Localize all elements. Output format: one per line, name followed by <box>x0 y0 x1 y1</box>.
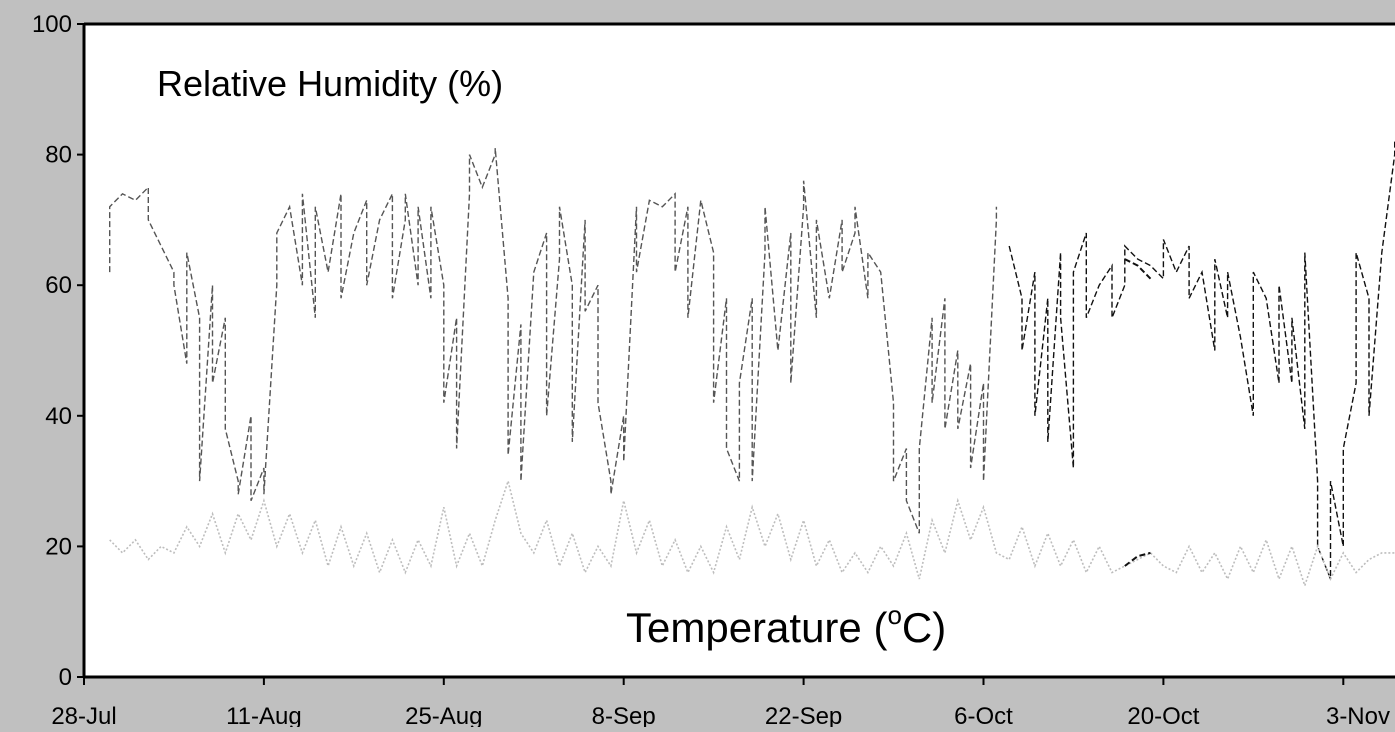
plot-area <box>84 24 1395 677</box>
x-tick-label-0: 28-Jul <box>51 703 116 727</box>
humidity-series-line-0 <box>108 148 998 534</box>
temperature-annotation-degree: o <box>887 600 901 630</box>
x-tick-label-6: 20-Oct <box>1127 703 1199 727</box>
temperature-series-line-2 <box>109 478 1395 589</box>
temperature-annotation-part-1: Temperature ( <box>626 604 887 651</box>
temperature-annotation-part-2: C) <box>902 604 946 651</box>
y-tick-label-1: 20 <box>45 533 72 560</box>
x-tick-label-3: 8-Sep <box>592 703 656 727</box>
humidity-annotation: Relative Humidity (%) <box>157 63 503 104</box>
y-tick-label-3: 60 <box>45 272 72 299</box>
y-tick-label-2: 40 <box>45 403 72 430</box>
x-tick-label-7: 3-Nov <box>1326 703 1390 727</box>
humidity-series-line-4 <box>1124 258 1152 280</box>
x-tick-label-4: 22-Sep <box>765 703 842 727</box>
series-layer <box>108 141 1395 589</box>
ticks-layer: 0 20 40 60 80 100 28-Jul 11-Aug 25-Aug 8-Sep 22-Se… <box>32 11 1390 730</box>
x-tick-label-5: 6-Oct <box>954 703 1013 727</box>
x-tick-label-1: 11-Aug <box>226 703 302 727</box>
y-tick-label-4: 80 <box>45 142 72 169</box>
humidity-series-line-1 <box>1008 141 1395 580</box>
x-tick-label-2: 25-Aug <box>405 703 482 727</box>
y-tick-label-0: 0 <box>59 664 72 691</box>
temperature-series-line-3 <box>1124 551 1151 567</box>
y-tick-label-5: 100 <box>32 11 72 38</box>
temperature-annotation: Temperature (oC) <box>626 600 946 651</box>
